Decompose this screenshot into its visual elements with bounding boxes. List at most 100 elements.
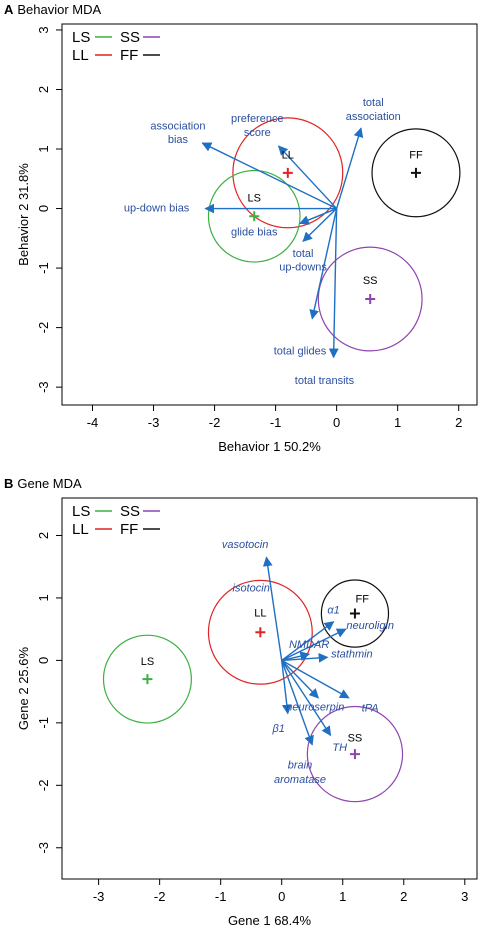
group-centroid-ls [249, 211, 260, 222]
y-tick-label: 1 [36, 594, 51, 601]
legend-label: LS [72, 503, 90, 520]
vector-label: association [346, 111, 401, 123]
x-tick-label: 3 [461, 889, 468, 904]
group-label: FF [409, 150, 423, 162]
y-tick-label: 0 [36, 205, 51, 212]
x-tick-label: -3 [93, 889, 105, 904]
x-tick-label: 2 [455, 415, 462, 430]
gene-mda-chart: -3 -2 -1 0 1 2 3 -3 -2 -1 0 1 2 Gene 1 68.4% Gene 2 25… [16, 497, 478, 928]
vector-arrow [302, 208, 338, 242]
vector-label: glide bias [231, 226, 278, 238]
group-circle-ff [320, 579, 390, 648]
y-tick-label: -1 [36, 262, 51, 274]
legend-label: FF [120, 47, 138, 64]
x-tick-label: 0 [278, 889, 285, 904]
plot-frame [61, 23, 478, 406]
group-centroid-ll [255, 627, 266, 638]
legend-label: SS [120, 503, 140, 520]
x-tick-label: -4 [87, 415, 99, 430]
x-tick-label: -1 [215, 889, 227, 904]
legend: LS SS LL FF [72, 29, 160, 64]
vector-label: total [363, 97, 384, 109]
vector-arrow [335, 127, 364, 209]
group-circle-ll [232, 117, 344, 229]
group-centroid-ls [142, 674, 153, 685]
x-tick-label: -3 [148, 415, 160, 430]
y-tick-label: 2 [36, 86, 51, 93]
y-tick-label: 2 [36, 532, 51, 539]
vector-arrow [309, 208, 338, 320]
x-tick-label: 2 [400, 889, 407, 904]
legend: LS SS LL FF [72, 503, 160, 538]
y-tick-label: -3 [36, 842, 51, 854]
vector-label: isotocin [233, 583, 270, 595]
group-centroid-ss [349, 749, 360, 760]
group-circle-ls [102, 634, 192, 724]
vector-arrow [281, 659, 350, 699]
vector-label: vasotocin [222, 539, 268, 551]
vector-arrow [328, 208, 339, 359]
vector-label: aromatase [274, 774, 326, 786]
y-tick-label: 1 [36, 145, 51, 152]
vector-arrow [281, 660, 332, 737]
panel-a-title: A Behavior MDA [4, 2, 101, 17]
group-label: LS [248, 192, 261, 204]
vector-label: TH [332, 742, 347, 754]
vector-label: bias [168, 134, 189, 146]
legend-label: LS [72, 29, 90, 46]
y-tick-label: -1 [36, 717, 51, 729]
vector-arrow [299, 207, 337, 225]
vector-arrow [262, 556, 283, 661]
group-circle-ff [371, 128, 461, 218]
group-circle-ss [306, 705, 404, 803]
group-label: LS [141, 656, 154, 668]
x-tick-label: 0 [333, 415, 340, 430]
vector-label: stathmin [331, 648, 373, 660]
group-centroid-ff [410, 167, 421, 178]
y-axis-title: Behavior 2 31.8% [16, 163, 31, 266]
group-circle-ll [207, 579, 313, 685]
vector-label: β1 [271, 723, 284, 735]
x-axis-title: Behavior 1 50.2% [218, 439, 321, 454]
group-label: FF [356, 593, 370, 605]
x-tick-label: -2 [209, 415, 221, 430]
group-centroid-ff [349, 608, 360, 619]
panel-a-title-text: Behavior MDA [17, 2, 102, 17]
y-tick-label: 3 [36, 26, 51, 33]
vector-arrow [281, 628, 347, 662]
vector-label: total transits [295, 375, 355, 387]
plot-frame [61, 497, 478, 880]
vector-arrow [281, 621, 335, 661]
y-axis-title: Gene 2 25.6% [16, 647, 31, 731]
vector-arrow [281, 652, 329, 663]
vector-label: up-downs [279, 261, 327, 273]
group-circle-ss [317, 246, 423, 352]
vector-label: tPA [362, 703, 379, 715]
vector-label: neuroligin [346, 620, 394, 632]
vector-label: α1 [327, 605, 339, 617]
panel-b-letter: B [4, 476, 14, 491]
legend-label: SS [120, 29, 140, 46]
group-centroid-ss [365, 294, 376, 305]
y-tick-label: 0 [36, 657, 51, 664]
group-label: LL [254, 608, 266, 620]
panel-a-letter: A [4, 2, 14, 17]
vector-label: preference [231, 113, 284, 125]
vector-arrow [277, 145, 338, 210]
group-label: SS [363, 275, 378, 287]
vector-label: neuroserpin [286, 701, 344, 713]
x-tick-label: 1 [339, 889, 346, 904]
vector-label: total glides [274, 345, 327, 357]
vector-arrow [281, 660, 314, 746]
vector-label: total [293, 248, 314, 260]
y-tick-label: -2 [36, 322, 51, 334]
legend-label: LL [72, 521, 89, 538]
panel-behavior-mda: A Behavior MDA -4 -3 -2 -1 0 1 2 -3 -2 -1 0 1 2 3 Behav… [4, 2, 478, 454]
x-tick-label: -2 [154, 889, 166, 904]
panel-b-title-text: Gene MDA [17, 476, 82, 491]
group-label: LL [282, 150, 294, 162]
y-tick-label: -3 [36, 381, 51, 393]
vector-arrow [281, 659, 320, 699]
x-tick-label: 1 [394, 415, 401, 430]
x-tick-label: -1 [270, 415, 282, 430]
